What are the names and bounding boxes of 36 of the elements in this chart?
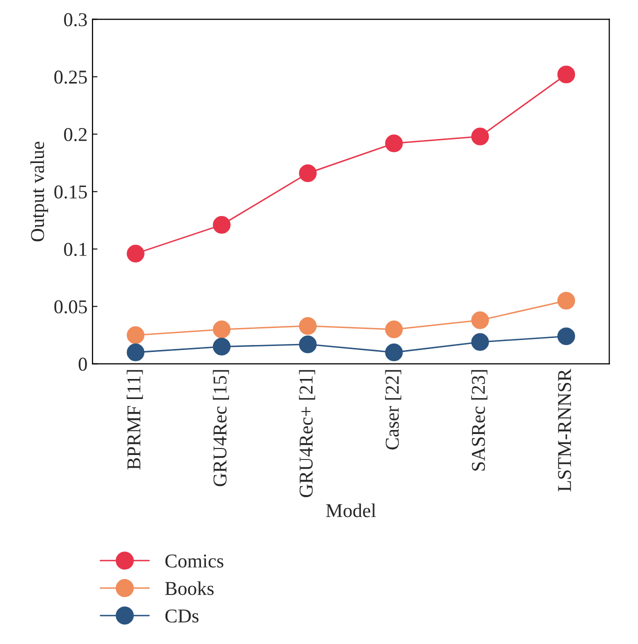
point xyxy=(385,134,403,152)
x-tick-label: LSTM-RNNSR xyxy=(558,368,572,492)
point xyxy=(385,344,403,362)
x-tick-label: GRU4Rec [15] xyxy=(212,370,229,486)
legend-label: Comics xyxy=(165,554,224,568)
y-axis-title: Output value xyxy=(30,142,48,242)
y-tick-label: 0.2 xyxy=(64,128,87,142)
point xyxy=(385,320,403,338)
y-tick-label: 0.25 xyxy=(54,70,87,84)
point xyxy=(212,338,231,356)
point xyxy=(212,216,231,234)
y-tick-label: 0 xyxy=(78,358,87,371)
point xyxy=(557,66,576,84)
point xyxy=(126,244,144,262)
x-tick-label: BPRMF [11] xyxy=(126,370,143,470)
point xyxy=(557,327,576,346)
point xyxy=(557,292,576,310)
point xyxy=(471,311,489,330)
legend-label: CDs xyxy=(165,609,198,623)
point xyxy=(126,344,144,362)
point xyxy=(298,335,317,354)
y-tick-label: 0.05 xyxy=(54,300,87,314)
point xyxy=(298,164,317,182)
x-tick-label: Caser [22] xyxy=(385,370,402,450)
point xyxy=(212,320,231,338)
x-axis-title: Model xyxy=(326,504,376,518)
point xyxy=(298,317,317,335)
y-tick-label: 0.3 xyxy=(64,13,87,26)
legend-label: Books xyxy=(165,581,214,596)
point xyxy=(471,128,489,146)
y-tick-label: 0.1 xyxy=(64,242,86,256)
point xyxy=(471,333,489,351)
x-tick-label: GRU4Rec+ [21] xyxy=(299,370,316,498)
x-tick-label: SASRec [23] xyxy=(471,370,488,471)
y-tick-label: 0.15 xyxy=(54,185,87,199)
point xyxy=(126,326,144,344)
